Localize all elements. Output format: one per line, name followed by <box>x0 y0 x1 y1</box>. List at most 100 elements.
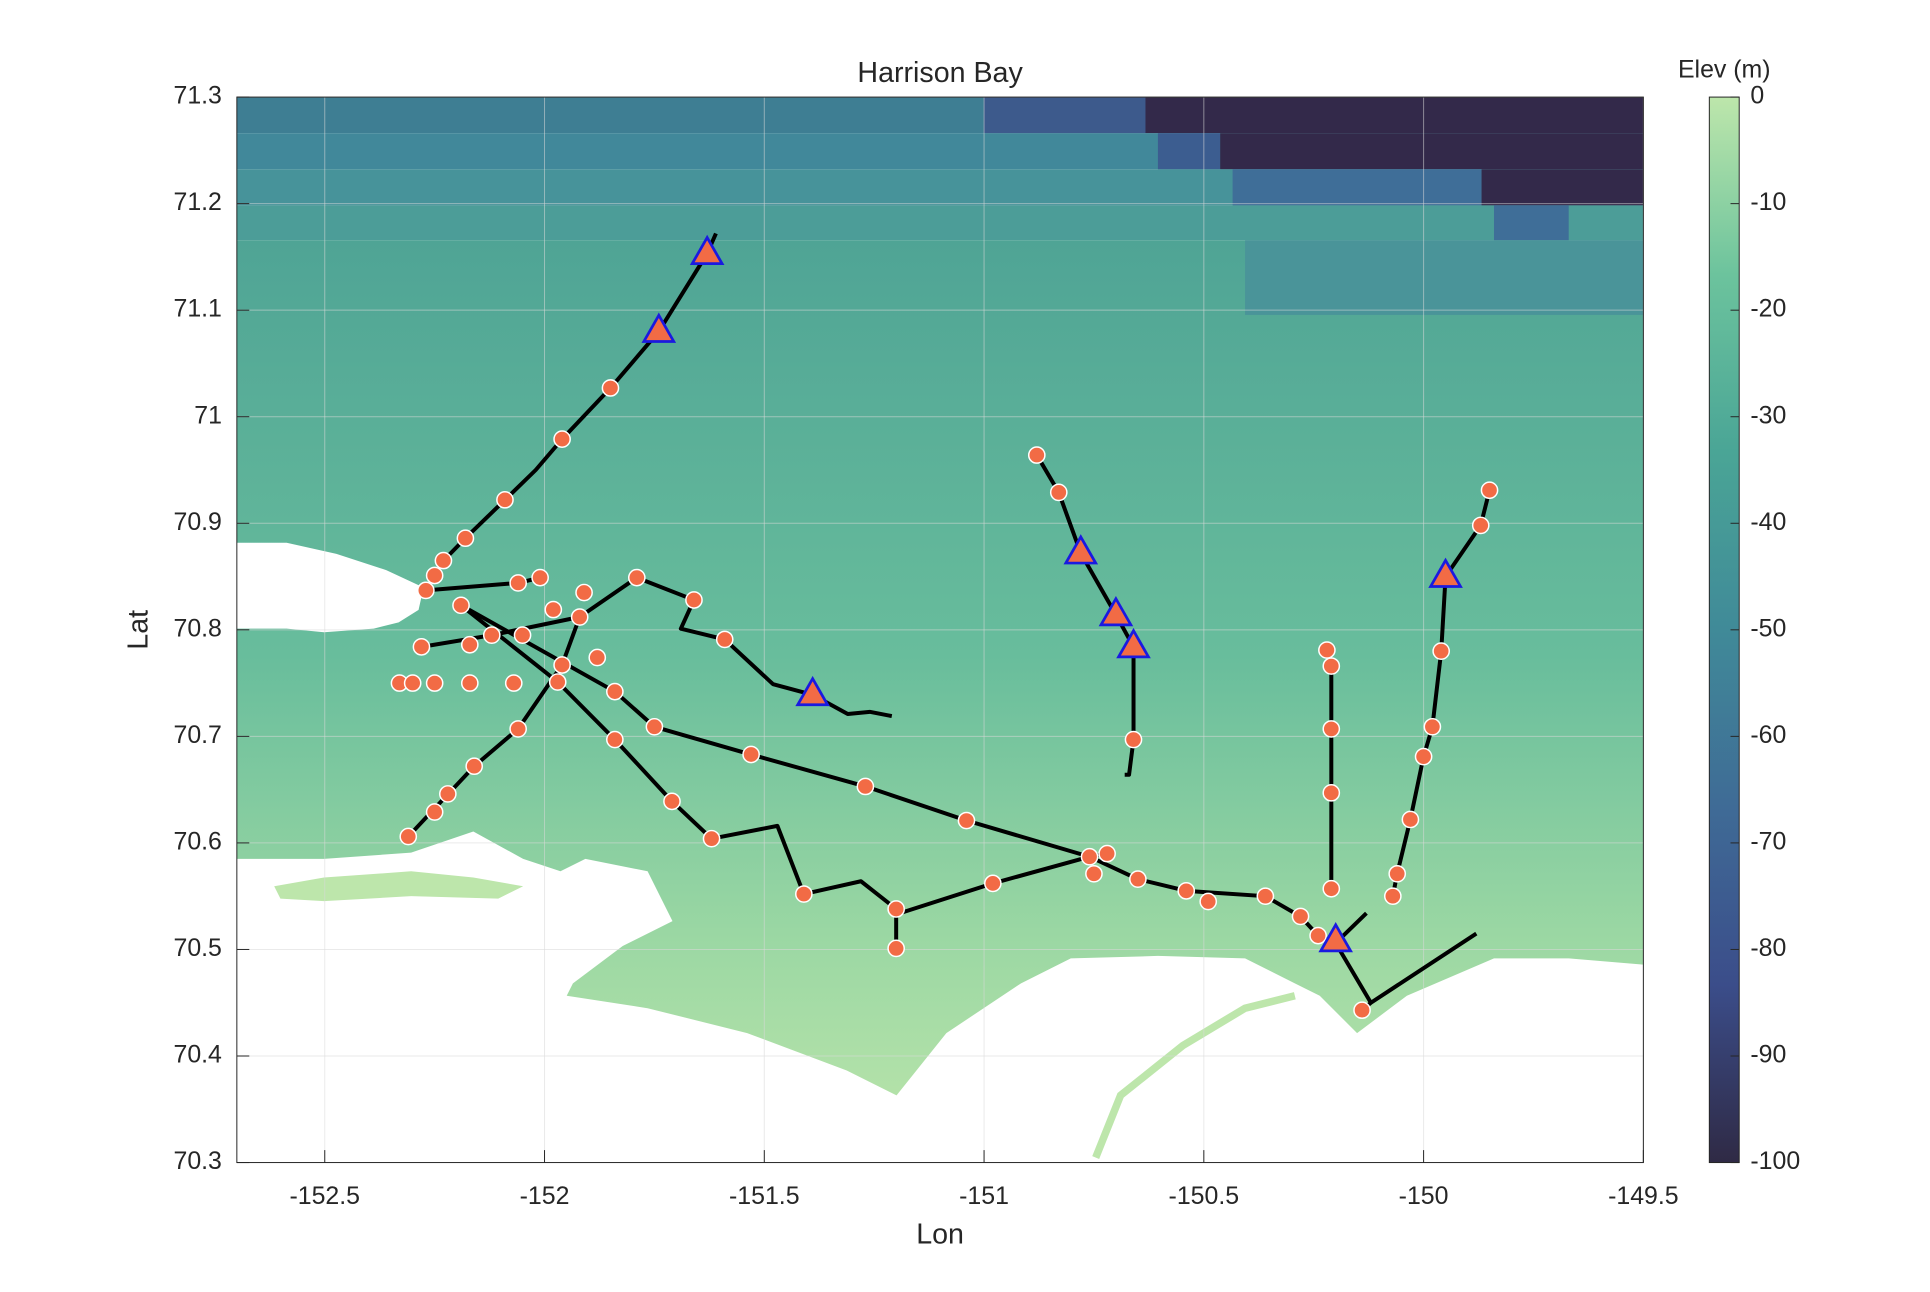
colorbar-tick-label: -20 <box>1750 295 1786 323</box>
sample-point <box>1049 483 1068 502</box>
sample-point <box>1256 887 1275 906</box>
x-tick-label: -150 <box>1399 1182 1449 1210</box>
triangle-marker <box>1098 595 1134 627</box>
y-tick-label: 70.7 <box>173 721 221 749</box>
sample-point <box>1124 730 1143 749</box>
x-tick-label: -152.5 <box>289 1182 360 1210</box>
sample-point <box>399 827 418 846</box>
sample-point <box>1471 516 1490 535</box>
y-tick-label: 70.6 <box>173 827 221 855</box>
sample-point <box>425 674 444 692</box>
y-tick-label: 71.2 <box>173 188 221 216</box>
x-tick-label: -151 <box>959 1182 1009 1210</box>
colorbar-tick-label: 0 <box>1750 82 1764 110</box>
sample-point <box>575 583 593 602</box>
sample-point <box>570 608 589 626</box>
sample-point <box>1080 847 1099 866</box>
triangle-marker <box>1116 627 1151 659</box>
sample-point <box>588 648 607 667</box>
sample-point <box>1322 720 1341 738</box>
sample-point <box>1480 481 1499 500</box>
sample-point <box>1129 870 1147 888</box>
x-axis-label: Lon <box>916 1219 964 1251</box>
colorbar-tick-label: -60 <box>1750 721 1786 749</box>
y-tick-label: 71.1 <box>173 295 221 323</box>
y-tick-label: 71 <box>194 401 222 429</box>
sample-point <box>504 674 523 692</box>
triangle-marker <box>1063 534 1099 565</box>
sample-point <box>887 900 905 918</box>
sample-point <box>856 777 875 796</box>
sample-point <box>425 566 444 585</box>
x-tick-label: -150.5 <box>1169 1182 1240 1210</box>
sample-point <box>1177 882 1196 900</box>
sample-point <box>601 379 620 397</box>
sample-point <box>742 745 760 764</box>
sample-point <box>509 574 527 592</box>
sample-point <box>957 811 976 830</box>
sample-point <box>606 730 624 749</box>
sample-point <box>482 626 501 644</box>
colorbar-tick-label: -80 <box>1750 934 1786 962</box>
sample-point <box>663 792 681 811</box>
sample-point <box>509 720 527 738</box>
sample-point <box>1383 887 1402 906</box>
triangle-marker <box>689 234 725 266</box>
elevation-background <box>236 97 1644 1163</box>
sample-point <box>434 551 453 570</box>
colorbar-tick-label: -90 <box>1750 1041 1786 1069</box>
colorbar-tick-label: -70 <box>1750 827 1786 855</box>
y-tick-label: 70.5 <box>173 934 221 962</box>
sample-point <box>1401 810 1420 829</box>
sample-point <box>702 829 721 848</box>
y-tick-label: 70.4 <box>173 1041 222 1069</box>
sample-point <box>1423 717 1442 736</box>
colorbar-tick-label: -40 <box>1750 508 1786 536</box>
y-tick-label: 70.8 <box>173 614 221 642</box>
sample-point <box>460 674 479 692</box>
sample-point <box>1291 907 1310 926</box>
sample-point <box>1322 783 1341 802</box>
sample-point <box>460 635 479 654</box>
sample-point <box>412 638 431 656</box>
sample-point <box>1098 844 1116 863</box>
sample-point <box>606 682 624 701</box>
sample-point <box>715 630 734 649</box>
sample-point <box>1432 642 1451 660</box>
track <box>1035 454 1136 777</box>
sample-point <box>1085 864 1103 883</box>
sample-point <box>1318 641 1336 659</box>
colorbar-tick-label: -30 <box>1750 401 1786 429</box>
sample-point <box>548 673 567 691</box>
sample-point <box>984 874 1002 893</box>
sample-point <box>553 430 571 448</box>
x-tick-label: -149.5 <box>1608 1182 1679 1210</box>
colorbar-tick-label: -100 <box>1750 1147 1800 1175</box>
track <box>421 575 893 719</box>
y-tick-label: 70.3 <box>173 1147 221 1175</box>
sample-point <box>425 803 444 821</box>
sample-point <box>1309 926 1327 945</box>
x-tick-label: -152 <box>520 1182 570 1210</box>
sample-point <box>531 568 549 587</box>
sample-point <box>438 785 457 803</box>
sample-point <box>685 591 703 609</box>
sample-point <box>544 600 563 619</box>
sample-point <box>465 757 484 776</box>
colorbar-label: Elev (m) <box>1678 56 1771 84</box>
sample-point <box>1388 864 1407 883</box>
sample-point <box>795 885 813 903</box>
colorbar-tick-label: -50 <box>1750 614 1786 642</box>
data-layer <box>390 232 1499 1020</box>
sample-point <box>627 568 646 587</box>
triangle-marker <box>1428 557 1463 588</box>
chart-title: Harrison Bay <box>857 57 1023 89</box>
sample-point <box>1322 879 1341 898</box>
triangle-marker <box>795 675 830 707</box>
triangle-marker <box>1318 921 1353 953</box>
sample-point <box>1199 892 1218 911</box>
sample-point <box>645 717 664 736</box>
sample-point <box>403 674 422 692</box>
x-tick-label: -151.5 <box>729 1182 800 1210</box>
sample-point <box>1353 1001 1371 1020</box>
